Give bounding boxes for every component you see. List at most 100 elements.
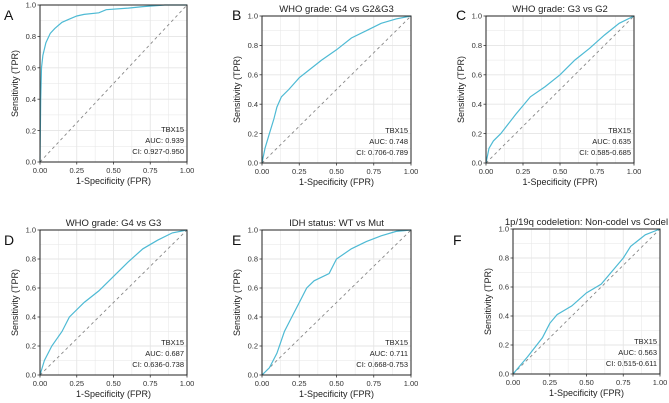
- x-tick-label: 0.25: [292, 379, 307, 388]
- roc-panel-d: 0.00 0.25 0.50 0.75 1.00 0.0 0.2 0.4 0.6 0.8 1.0 1-…: [4, 218, 194, 399]
- auc-annotation: CI: 0.927-0.950: [132, 147, 184, 156]
- y-tick-label: 0.8: [26, 32, 36, 41]
- x-tick-label: 0.25: [69, 166, 84, 175]
- panel-title: WHO grade: G4 vs G3: [66, 218, 162, 229]
- roc-curve: [485, 15, 635, 164]
- auc-annotation: TBX15: [161, 125, 184, 134]
- auc-annotation: TBX15: [385, 338, 408, 347]
- panel-letter: E: [232, 232, 241, 248]
- panel-letter: A: [4, 7, 14, 23]
- y-tick-label: 1.0: [248, 12, 258, 21]
- auc-annotation: CI: 0.585-0.685: [579, 148, 631, 157]
- y-tick-label: 0.2: [248, 342, 258, 351]
- x-tick-label: 0.25: [292, 167, 307, 176]
- y-tick-label: 0.0: [26, 158, 36, 167]
- roc-curve: [39, 4, 187, 163]
- x-tick-label: 1.00: [180, 379, 195, 388]
- x-tick-label: 0.00: [255, 167, 270, 176]
- y-axis-label: Sensitivity (TPR): [232, 269, 242, 336]
- y-tick-label: 0.8: [248, 255, 258, 264]
- y-tick-label: 0.4: [248, 100, 258, 109]
- x-tick-label: 0.00: [33, 166, 48, 175]
- x-tick-label: 1.00: [627, 167, 642, 176]
- y-tick-label: 1.0: [248, 226, 258, 235]
- y-tick-label: 0.2: [499, 341, 509, 350]
- auc-annotation: CI: 0.668-0.753: [356, 360, 408, 369]
- x-axis-label: 1-Specificity (FPR): [522, 177, 597, 187]
- y-tick-label: 0.8: [472, 41, 482, 50]
- panel-title: 1p/19q codeletion: Non-codel vs Codel: [505, 217, 668, 228]
- roc-panel-e: 0.00 0.25 0.50 0.75 1.00 0.0 0.2 0.4 0.6 0.8 1.0 1-…: [232, 218, 418, 399]
- panel-title: IDH status: WT vs Mut: [289, 218, 384, 229]
- panel-title: WHO grade: G3 vs G2: [512, 4, 608, 15]
- roc-curve: [261, 229, 412, 376]
- x-tick-label: 0.00: [255, 379, 270, 388]
- x-tick-label: 0.00: [33, 379, 48, 388]
- x-tick-label: 0.75: [366, 379, 381, 388]
- roc-panel-a: 0.00 0.25 0.50 0.75 1.00 0.0 0.2 0.4 0.6 0.8 1.0 1-…: [4, 1, 194, 186]
- y-tick-label: 0.2: [472, 129, 482, 138]
- auc-annotation: TBX15: [634, 337, 657, 346]
- y-tick-label: 0.2: [26, 342, 36, 351]
- y-tick-label: 0.0: [248, 371, 258, 380]
- y-tick-label: 0.6: [248, 71, 258, 80]
- x-tick-label: 1.00: [180, 166, 195, 175]
- panel-letter: B: [232, 7, 241, 23]
- y-tick-label: 0.6: [499, 283, 509, 292]
- x-tick-label: 0.50: [553, 167, 568, 176]
- x-axis-label: 1-Specificity (FPR): [299, 177, 374, 187]
- y-tick-label: 0.4: [248, 313, 258, 322]
- x-tick-label: 0.75: [616, 378, 631, 387]
- x-tick-label: 1.00: [404, 167, 419, 176]
- x-tick-label: 0.50: [579, 378, 594, 387]
- x-axis-label: 1-Specificity (FPR): [549, 388, 624, 398]
- reference-diagonal: [485, 15, 635, 164]
- y-axis-label: Sensitivity (TPR): [10, 269, 20, 336]
- x-tick-label: 0.25: [69, 379, 84, 388]
- y-tick-label: 0.0: [26, 371, 36, 380]
- x-tick-label: 0.50: [329, 379, 344, 388]
- reference-diagonal: [261, 15, 412, 164]
- x-tick-label: 0.25: [516, 167, 531, 176]
- y-tick-label: 0.6: [248, 284, 258, 293]
- y-tick-label: 0.4: [26, 95, 36, 104]
- y-axis-label: Sensitivity (TPR): [456, 56, 466, 123]
- panel-title: WHO grade: G4 vs G2&G3: [279, 4, 394, 15]
- x-tick-label: 0.75: [590, 167, 605, 176]
- reference-diagonal: [39, 229, 188, 376]
- y-tick-label: 1.0: [26, 1, 36, 10]
- x-tick-label: 0.50: [329, 167, 344, 176]
- y-axis-label: Sensitivity (TPR): [10, 50, 20, 117]
- auc-annotation: TBX15: [161, 338, 184, 347]
- roc-panel-c: 0.00 0.25 0.50 0.75 1.00 0.0 0.2 0.4 0.6 0.8 1.0 1-…: [456, 4, 641, 187]
- auc-annotation: CI: 0.515-0.611: [606, 359, 657, 368]
- roc-curve: [261, 15, 412, 164]
- x-axis-label: 1-Specificity (FPR): [76, 176, 151, 186]
- y-axis-label: Sensitivity (TPR): [232, 56, 242, 123]
- y-tick-label: 0.2: [26, 126, 36, 135]
- auc-annotation: CI: 0.706-0.789: [356, 148, 408, 157]
- y-tick-label: 0.2: [248, 129, 258, 138]
- y-tick-label: 0.6: [472, 71, 482, 80]
- auc-annotation: AUC: 0.748: [369, 137, 408, 146]
- y-tick-label: 0.6: [26, 64, 36, 73]
- roc-curve: [512, 228, 661, 375]
- auc-annotation: TBX15: [608, 126, 631, 135]
- auc-annotation: AUC: 0.939: [145, 136, 184, 145]
- y-tick-label: 0.6: [26, 284, 36, 293]
- roc-curve: [39, 229, 188, 376]
- auc-annotation: AUC: 0.687: [145, 349, 184, 358]
- y-tick-label: 1.0: [472, 12, 482, 21]
- y-tick-label: 0.8: [499, 254, 509, 263]
- panel-letter: F: [453, 232, 462, 248]
- x-tick-label: 1.00: [653, 378, 668, 387]
- y-axis-label: Sensitivity (TPR): [483, 268, 493, 335]
- reference-diagonal: [261, 229, 412, 376]
- y-tick-label: 0.4: [26, 313, 36, 322]
- x-tick-label: 0.75: [143, 166, 158, 175]
- x-tick-label: 0.00: [479, 167, 494, 176]
- y-tick-label: 1.0: [26, 226, 36, 235]
- reference-diagonal: [512, 228, 661, 375]
- panel-letter: C: [456, 7, 466, 23]
